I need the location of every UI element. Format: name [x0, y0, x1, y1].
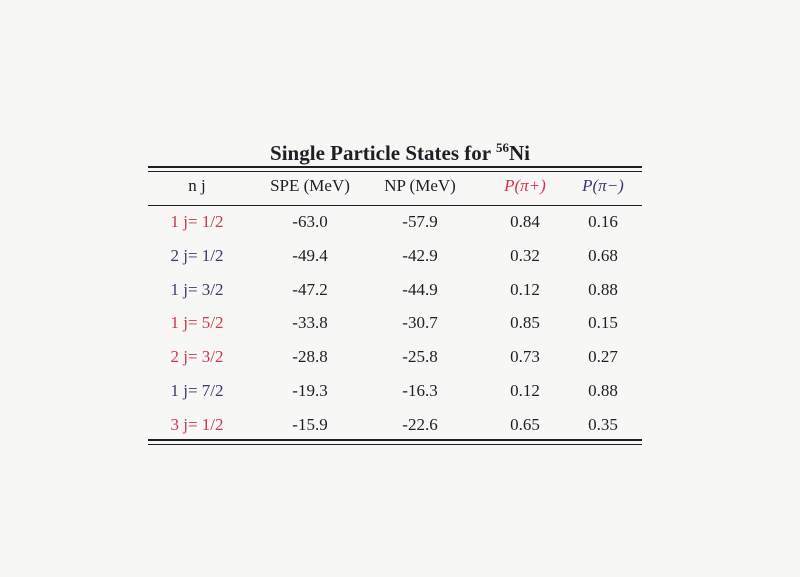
table-cell: 0.12 — [510, 381, 540, 400]
row-state-label: 2 j= 1/2 — [170, 245, 224, 265]
table-title: Single Particle States for 56Ni — [0, 140, 800, 166]
table-cell: 0.88 — [588, 279, 618, 299]
table-cell: 0.65 — [510, 414, 540, 434]
row-state-label: 3 j= 1/2 — [170, 414, 224, 434]
column-header: NP (MeV) — [384, 176, 456, 195]
table-cell: -33.8 — [292, 313, 328, 333]
top-rule — [148, 166, 642, 168]
table-cell: -49.4 — [292, 245, 328, 265]
row-state-label: 1 j= 1/2 — [170, 212, 224, 231]
table-cell: 0.16 — [588, 212, 618, 231]
table-cell: -63.0 — [292, 212, 328, 231]
row-state-label: 1 j= 5/2 — [170, 313, 224, 333]
isotope-symbol: Ni — [508, 141, 530, 165]
table-cell: 0.15 — [588, 313, 618, 333]
table-cell: -30.7 — [402, 313, 438, 333]
table-cell: 0.73 — [510, 347, 540, 367]
table-cell: 0.27 — [588, 347, 618, 367]
table-cell: -57.9 — [402, 212, 438, 231]
table-cell: -15.9 — [292, 414, 328, 434]
column-header: P(π−) — [582, 176, 624, 195]
column-header: n j — [188, 176, 206, 195]
column-header: SPE (MeV) — [270, 176, 350, 195]
table-cell: -28.8 — [292, 347, 328, 367]
bottom-rule — [148, 439, 642, 441]
top-rule-2 — [148, 171, 642, 172]
row-state-label: 1 j= 7/2 — [170, 381, 224, 400]
table-cell: -16.3 — [402, 381, 438, 400]
table-cell: 0.35 — [588, 414, 618, 434]
table-cell: 0.85 — [510, 313, 540, 333]
title-text: Single Particle States for — [270, 141, 496, 165]
row-state-label: 1 j= 3/2 — [170, 279, 224, 299]
column-header: P(π+) — [504, 176, 546, 195]
table-cell: -19.3 — [292, 381, 328, 400]
header-rule — [148, 205, 642, 206]
row-state-label: 2 j= 3/2 — [170, 347, 224, 367]
table-cell: -47.2 — [292, 279, 328, 299]
table-cell: 0.84 — [510, 212, 540, 231]
isotope-mass: 56 — [495, 140, 509, 155]
table-cell: -25.8 — [402, 347, 438, 367]
table-cell: 0.88 — [588, 381, 618, 400]
table-cell: 0.32 — [510, 245, 540, 265]
table-cell: -44.9 — [402, 279, 438, 299]
table-cell: 0.68 — [588, 245, 618, 265]
bottom-rule-2 — [148, 444, 642, 445]
table-cell: -22.6 — [402, 414, 438, 434]
table-cell: 0.12 — [510, 279, 540, 299]
table-cell: -42.9 — [402, 245, 438, 265]
